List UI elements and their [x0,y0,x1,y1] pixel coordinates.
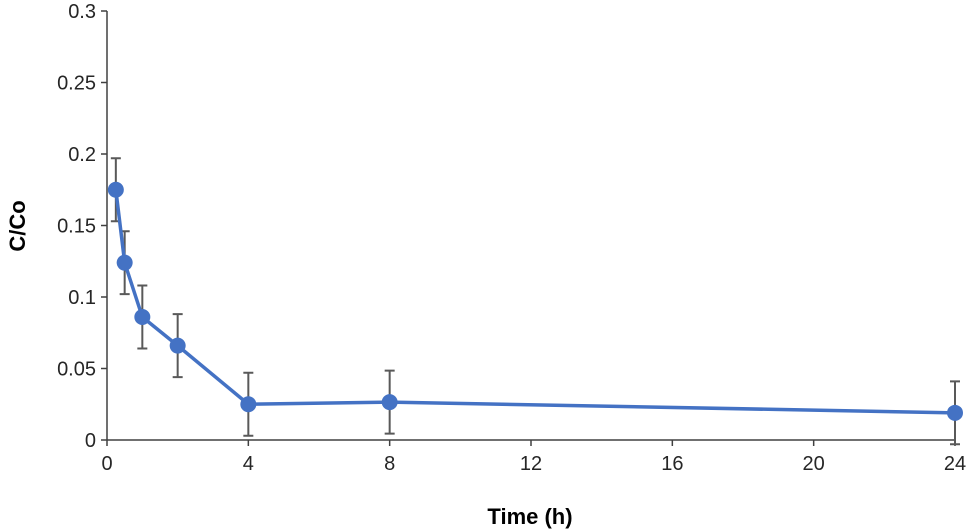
x-tick-label: 24 [944,453,966,475]
data-point [381,394,398,411]
y-tick-label: 0.05 [57,359,96,381]
x-tick-label: 8 [384,453,395,475]
x-tick-label: 16 [661,453,683,475]
y-tick-label: 0.2 [68,144,96,166]
data-point [947,404,963,421]
data-point [240,396,257,413]
series-line [114,189,956,415]
data-point [169,337,186,354]
x-tick-label: 12 [520,453,542,475]
y-tick-label: 0 [85,430,96,452]
error-bars [110,157,960,446]
x-tick-label: 4 [243,453,254,475]
data-point [107,181,124,198]
x-tick-label: 0 [101,453,112,475]
y-tick-label: 0.1 [68,287,96,309]
x-axis-title: Time (h) [487,504,572,529]
y-tick-label: 0.3 [68,1,96,23]
data-point [116,254,133,271]
x-tick-label: 20 [803,453,825,475]
y-axis-title: C/Co [5,200,30,251]
data-markers [107,181,963,421]
y-tick-label: 0.15 [57,216,96,238]
data-point [134,309,151,326]
y-tick-label: 0.25 [57,73,96,95]
y-axis-ticks: 0 0.05 0.1 0.15 0.2 0.25 0.3 [57,1,107,452]
x-axis-ticks: 0 4 8 12 16 20 24 [101,440,966,475]
